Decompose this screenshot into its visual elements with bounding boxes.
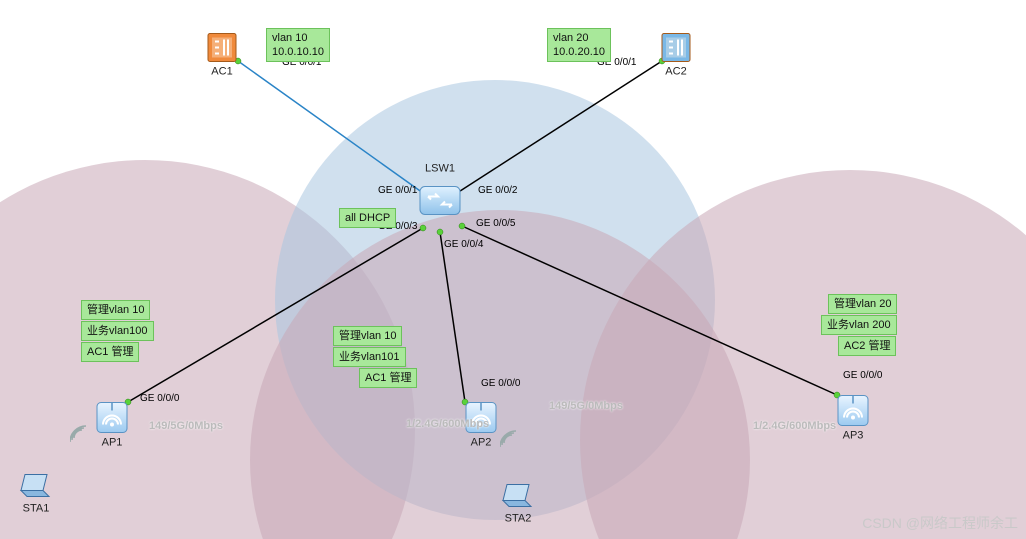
rate-label: 1/2.4G/600Mbps [753,420,836,432]
device-label: STA2 [505,513,532,525]
ap-icon [836,394,870,428]
device-label: STA1 [23,503,50,515]
watermark: CSDN @网络工程师余工 [862,513,1018,533]
port-dot [420,225,426,231]
link-lsw1-ap3 [462,226,837,395]
info-box-ap1: 管理vlan 10 [81,300,150,320]
node-lsw1[interactable]: LSW1 [418,181,462,226]
info-box-ap3: 业务vlan 200 [821,315,897,335]
port-label: GE 0/0/4 [444,239,483,250]
link-ac1-lsw1 [238,61,423,193]
info-box-ac1: vlan 10 10.0.10.10 [266,28,330,62]
info-box-ap2: AC1 管理 [359,368,417,388]
port-label: GE 0/0/5 [476,218,515,229]
port-label: GE 0/0/0 [843,370,882,381]
info-box-ap2: 业务vlan101 [333,347,406,367]
device-label: AP3 [843,430,864,442]
info-box-ac2: vlan 20 10.0.20.10 [547,28,611,62]
node-sta1[interactable]: STA1 [17,473,55,508]
laptop-icon [499,483,537,513]
device-label: AC1 [211,66,232,78]
port-label: GE 0/0/1 [378,185,417,196]
node-sta2[interactable]: STA2 [499,483,537,518]
info-box-ap2: 管理vlan 10 [333,326,402,346]
laptop-icon [17,473,55,503]
info-box-ap1: 业务vlan100 [81,321,154,341]
topology-canvas [0,0,1026,539]
rate-label: 149/5G/0Mbps [549,400,623,412]
ac-icon [660,32,692,64]
link-lsw1-ap2 [440,232,465,402]
device-label: AC2 [665,66,686,78]
ac-icon [206,32,238,64]
link-ac2-lsw1 [457,61,662,193]
node-ac2[interactable]: AC2 [660,32,692,69]
info-box-lsw1: all DHCP [339,208,396,228]
port-label: GE 0/0/0 [140,393,179,404]
wifi-signal-icon [70,420,100,442]
rate-label: 1/2.4G/600Mbps [406,418,489,430]
ap-icon [95,401,129,435]
port-label: GE 0/0/0 [481,378,520,389]
rate-label: 149/5G/0Mbps [149,420,223,432]
switch-icon [418,181,462,221]
node-ap3[interactable]: AP3 [836,394,870,433]
info-box-ap3: AC2 管理 [838,336,896,356]
info-box-ap1: AC1 管理 [81,342,139,362]
port-label: GE 0/0/2 [478,185,517,196]
node-ap1[interactable]: AP1 [95,401,129,440]
port-dot [437,229,443,235]
info-box-ap3: 管理vlan 20 [828,294,897,314]
wifi-signal-icon [500,425,530,447]
node-ac1[interactable]: AC1 [206,32,238,69]
device-label: AP2 [471,437,492,449]
device-label: AP1 [102,437,123,449]
device-label: LSW1 [425,163,455,175]
